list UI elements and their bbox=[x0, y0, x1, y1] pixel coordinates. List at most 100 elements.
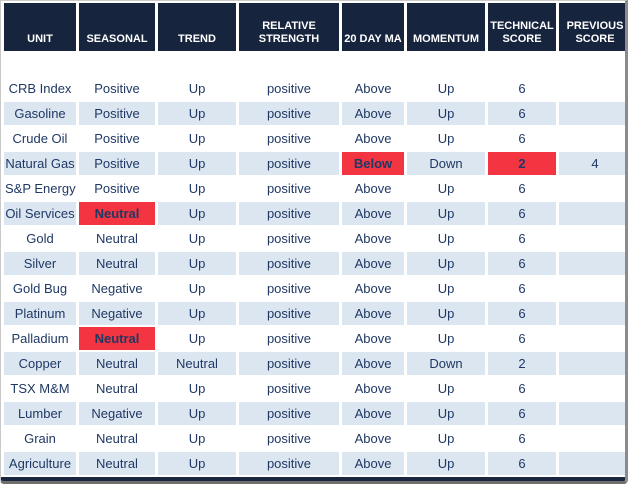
cell-technical_score[interactable]: 6 bbox=[488, 302, 556, 325]
cell-ma20[interactable]: Above bbox=[342, 452, 404, 475]
cell-previous_score[interactable] bbox=[559, 352, 625, 375]
cell-unit[interactable]: Lumber bbox=[4, 402, 76, 425]
cell-previous_score[interactable] bbox=[559, 452, 625, 475]
cell-relative_strength[interactable]: positive bbox=[239, 352, 339, 375]
cell-unit[interactable]: Grain bbox=[4, 427, 76, 450]
empty-cell[interactable] bbox=[407, 53, 485, 75]
cell-ma20[interactable]: Above bbox=[342, 102, 404, 125]
cell-previous_score[interactable]: 4 bbox=[559, 152, 625, 175]
cell-relative_strength[interactable]: positive bbox=[239, 277, 339, 300]
cell-technical_score[interactable]: 6 bbox=[488, 427, 556, 450]
cell-trend[interactable]: Up bbox=[158, 127, 236, 150]
cell-previous_score[interactable] bbox=[559, 177, 625, 200]
column-header-trend[interactable]: TREND bbox=[158, 3, 236, 51]
cell-previous_score[interactable] bbox=[559, 327, 625, 350]
cell-seasonal[interactable]: Negative bbox=[79, 302, 155, 325]
cell-relative_strength[interactable]: positive bbox=[239, 152, 339, 175]
cell-trend[interactable]: Up bbox=[158, 402, 236, 425]
cell-previous_score[interactable] bbox=[559, 127, 625, 150]
cell-trend[interactable]: Up bbox=[158, 377, 236, 400]
cell-momentum[interactable]: Up bbox=[407, 377, 485, 400]
cell-technical_score[interactable]: 6 bbox=[488, 102, 556, 125]
cell-relative_strength[interactable]: positive bbox=[239, 402, 339, 425]
cell-previous_score[interactable] bbox=[559, 77, 625, 100]
cell-unit[interactable]: Oil Services bbox=[4, 202, 76, 225]
cell-unit[interactable]: Palladium bbox=[4, 327, 76, 350]
cell-previous_score[interactable] bbox=[559, 427, 625, 450]
cell-seasonal[interactable]: Negative bbox=[79, 402, 155, 425]
empty-cell[interactable] bbox=[559, 53, 625, 75]
cell-ma20[interactable]: Above bbox=[342, 352, 404, 375]
cell-ma20[interactable]: Above bbox=[342, 427, 404, 450]
cell-ma20[interactable]: Above bbox=[342, 202, 404, 225]
cell-relative_strength[interactable]: positive bbox=[239, 327, 339, 350]
cell-trend[interactable]: Up bbox=[158, 152, 236, 175]
cell-seasonal[interactable]: Positive bbox=[79, 177, 155, 200]
cell-momentum[interactable]: Up bbox=[407, 127, 485, 150]
empty-cell[interactable] bbox=[4, 53, 76, 75]
cell-previous_score[interactable] bbox=[559, 227, 625, 250]
cell-previous_score[interactable] bbox=[559, 102, 625, 125]
cell-previous_score[interactable] bbox=[559, 377, 625, 400]
cell-unit[interactable]: Silver bbox=[4, 252, 76, 275]
cell-trend[interactable]: Up bbox=[158, 252, 236, 275]
cell-unit[interactable]: Natural Gas bbox=[4, 152, 76, 175]
cell-seasonal[interactable]: Negative bbox=[79, 277, 155, 300]
cell-relative_strength[interactable]: positive bbox=[239, 102, 339, 125]
cell-momentum[interactable]: Up bbox=[407, 227, 485, 250]
cell-technical_score[interactable]: 6 bbox=[488, 377, 556, 400]
cell-relative_strength[interactable]: positive bbox=[239, 177, 339, 200]
cell-relative_strength[interactable]: positive bbox=[239, 202, 339, 225]
cell-technical_score[interactable]: 6 bbox=[488, 227, 556, 250]
cell-unit[interactable]: Gasoline bbox=[4, 102, 76, 125]
cell-technical_score[interactable]: 6 bbox=[488, 177, 556, 200]
cell-momentum[interactable]: Up bbox=[407, 277, 485, 300]
cell-technical_score[interactable]: 6 bbox=[488, 252, 556, 275]
cell-technical_score[interactable]: 6 bbox=[488, 452, 556, 475]
cell-ma20[interactable]: Above bbox=[342, 177, 404, 200]
cell-momentum[interactable]: Up bbox=[407, 77, 485, 100]
cell-momentum[interactable]: Up bbox=[407, 427, 485, 450]
column-header-momentum[interactable]: MOMENTUM bbox=[407, 3, 485, 51]
cell-trend[interactable]: Up bbox=[158, 102, 236, 125]
column-header-relative_strength[interactable]: RELATIVE STRENGTH bbox=[239, 3, 339, 51]
cell-seasonal[interactable]: Positive bbox=[79, 127, 155, 150]
cell-trend[interactable]: Up bbox=[158, 427, 236, 450]
cell-previous_score[interactable] bbox=[559, 252, 625, 275]
cell-seasonal[interactable]: Neutral bbox=[79, 427, 155, 450]
cell-trend[interactable]: Up bbox=[158, 302, 236, 325]
cell-unit[interactable]: Copper bbox=[4, 352, 76, 375]
cell-ma20[interactable]: Above bbox=[342, 227, 404, 250]
cell-momentum[interactable]: Up bbox=[407, 327, 485, 350]
cell-technical_score[interactable]: 2 bbox=[488, 352, 556, 375]
cell-momentum[interactable]: Up bbox=[407, 302, 485, 325]
cell-unit[interactable]: TSX M&M bbox=[4, 377, 76, 400]
cell-ma20[interactable]: Above bbox=[342, 402, 404, 425]
column-header-unit[interactable]: UNIT bbox=[4, 3, 76, 51]
cell-ma20[interactable]: Above bbox=[342, 127, 404, 150]
cell-ma20[interactable]: Below bbox=[342, 152, 404, 175]
cell-ma20[interactable]: Above bbox=[342, 377, 404, 400]
cell-seasonal[interactable]: Neutral bbox=[79, 202, 155, 225]
column-header-previous_score[interactable]: PREVIOUS SCORE bbox=[559, 3, 625, 51]
cell-relative_strength[interactable]: positive bbox=[239, 302, 339, 325]
cell-trend[interactable]: Up bbox=[158, 277, 236, 300]
cell-seasonal[interactable]: Neutral bbox=[79, 252, 155, 275]
column-header-technical_score[interactable]: TECHNICAL SCORE bbox=[488, 3, 556, 51]
cell-trend[interactable]: Up bbox=[158, 177, 236, 200]
empty-cell[interactable] bbox=[239, 53, 339, 75]
cell-trend[interactable]: Up bbox=[158, 327, 236, 350]
column-header-seasonal[interactable]: SEASONAL bbox=[79, 3, 155, 51]
cell-unit[interactable]: Platinum bbox=[4, 302, 76, 325]
cell-trend[interactable]: Up bbox=[158, 452, 236, 475]
cell-trend[interactable]: Up bbox=[158, 227, 236, 250]
cell-unit[interactable]: S&P Energy bbox=[4, 177, 76, 200]
cell-seasonal[interactable]: Neutral bbox=[79, 352, 155, 375]
cell-relative_strength[interactable]: positive bbox=[239, 452, 339, 475]
cell-relative_strength[interactable]: positive bbox=[239, 427, 339, 450]
cell-momentum[interactable]: Down bbox=[407, 152, 485, 175]
cell-momentum[interactable]: Up bbox=[407, 202, 485, 225]
cell-ma20[interactable]: Above bbox=[342, 302, 404, 325]
empty-cell[interactable] bbox=[488, 53, 556, 75]
cell-unit[interactable]: Crude Oil bbox=[4, 127, 76, 150]
